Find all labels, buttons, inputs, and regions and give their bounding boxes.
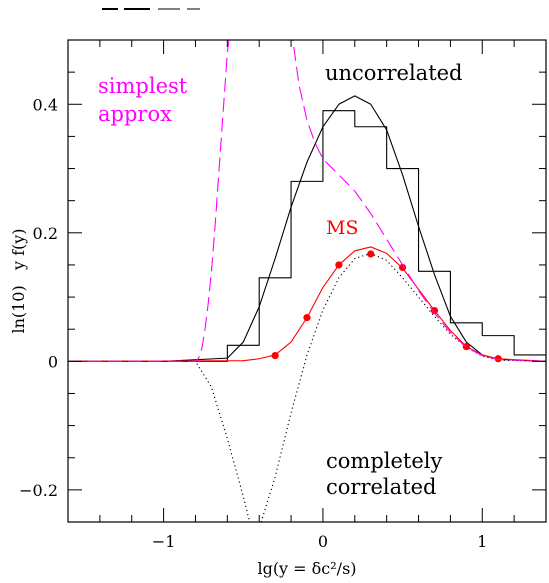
annotation-ms: MS xyxy=(326,217,358,239)
data-point xyxy=(494,355,502,363)
annotation-approx: approx xyxy=(98,102,172,126)
series-line-6 xyxy=(292,40,546,362)
series-line-2 xyxy=(68,252,546,522)
y-tick-label: 0.4 xyxy=(33,95,58,114)
x-axis-label: lg(y = δc²/s) xyxy=(257,559,356,578)
data-point xyxy=(367,250,375,258)
data-point xyxy=(430,306,439,315)
data-point xyxy=(303,314,311,322)
y-tick-label: 0.2 xyxy=(33,224,58,243)
x-tick-label: −1 xyxy=(152,532,176,551)
annotation-simplest: simplest xyxy=(98,74,188,98)
x-tick-label: 0 xyxy=(318,532,328,551)
series-line-3 xyxy=(68,246,546,362)
annotation-correlated: correlated xyxy=(326,475,436,499)
series-line-5 xyxy=(68,40,230,362)
series-line-0 xyxy=(68,95,546,362)
series-line-1 xyxy=(68,110,546,362)
data-point xyxy=(335,261,343,269)
y-tick-label: 0 xyxy=(48,352,58,371)
y-tick-label: −0.2 xyxy=(19,481,58,500)
annotation-completely: completely xyxy=(326,449,442,473)
data-point xyxy=(271,351,279,360)
data-point xyxy=(399,263,407,272)
x-tick-label: 1 xyxy=(477,532,487,551)
series-layer xyxy=(68,40,546,522)
annotation-uncorrelated: uncorrelated xyxy=(325,61,463,85)
y-axis-label: ln(10) y f(y) xyxy=(9,228,28,333)
plot-frame xyxy=(67,39,547,523)
